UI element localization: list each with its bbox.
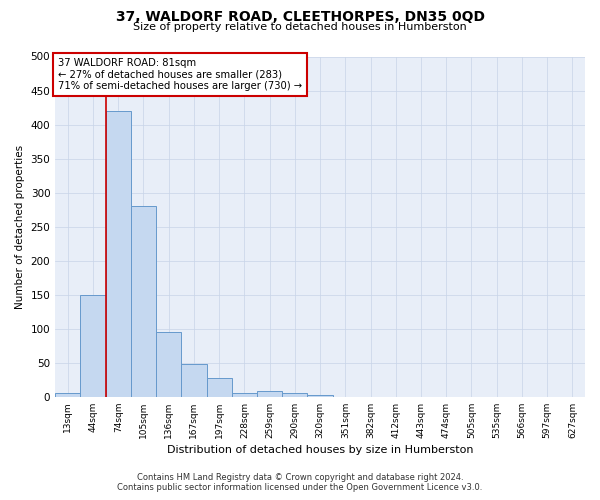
Bar: [156, 332, 181, 397]
Text: 37, WALDORF ROAD, CLEETHORPES, DN35 0QD: 37, WALDORF ROAD, CLEETHORPES, DN35 0QD: [115, 10, 485, 24]
Bar: [257, 390, 282, 397]
X-axis label: Distribution of detached houses by size in Humberston: Distribution of detached houses by size …: [167, 445, 473, 455]
Text: 37 WALDORF ROAD: 81sqm
← 27% of detached houses are smaller (283)
71% of semi-de: 37 WALDORF ROAD: 81sqm ← 27% of detached…: [58, 58, 302, 91]
Bar: [55, 394, 80, 397]
Bar: [206, 378, 232, 397]
Y-axis label: Number of detached properties: Number of detached properties: [15, 144, 25, 308]
Bar: [282, 392, 307, 397]
Text: Contains HM Land Registry data © Crown copyright and database right 2024.
Contai: Contains HM Land Registry data © Crown c…: [118, 473, 482, 492]
Bar: [131, 206, 156, 397]
Bar: [307, 395, 332, 397]
Bar: [106, 111, 131, 397]
Bar: [80, 294, 106, 397]
Bar: [181, 364, 206, 397]
Bar: [232, 392, 257, 397]
Text: Size of property relative to detached houses in Humberston: Size of property relative to detached ho…: [133, 22, 467, 32]
